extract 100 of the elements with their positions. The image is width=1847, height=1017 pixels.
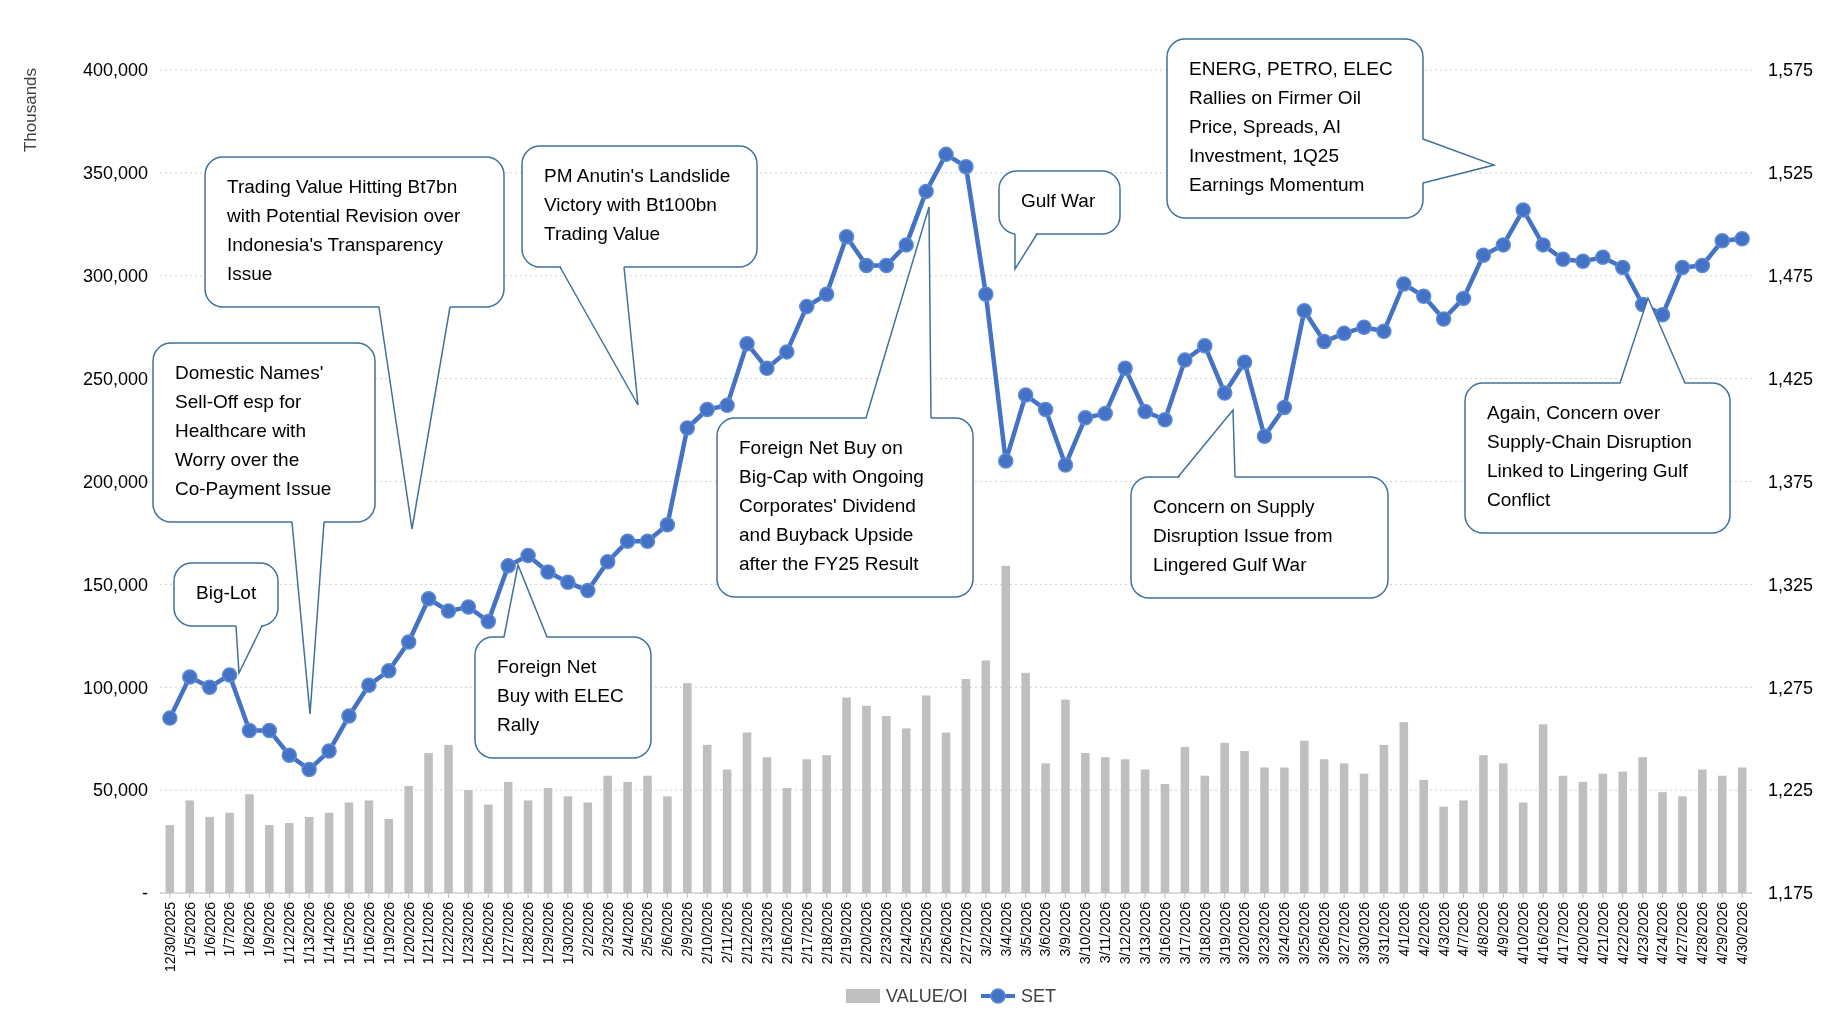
annotation: ENERG, PETRO, ELEC Rallies on Firmer Oil Price, Spreads, AI Investment, 1Q25 Earnings Momentum: [1189, 58, 1393, 195]
y2-tick-label: 1,275: [1768, 677, 1814, 698]
y2-tick-label: 1,525: [1768, 163, 1814, 184]
annotation: Concern on Supply Disruption Issue from Lingered Gulf War: [1153, 496, 1333, 575]
x-tick-label: 1/12/2026: [281, 901, 298, 965]
x-tick-label: 2/24/2026: [898, 901, 915, 965]
x-tick-label: 1/22/2026: [440, 901, 457, 965]
y-tick-label: 150,000: [82, 574, 148, 595]
x-tick-label: 2/5/2026: [639, 901, 656, 957]
x-tick-label: 4/10/2026: [1515, 901, 1532, 965]
x-tick-label: 4/30/2026: [1734, 901, 1751, 965]
x-tick-label: 3/27/2026: [1336, 901, 1352, 965]
x-tick-label: 3/5/2026: [1017, 901, 1034, 957]
x-tick-label: 1/20/2026: [400, 901, 417, 965]
x-tick-label: 3/11/2026: [1097, 901, 1114, 964]
x-tick-label: 3/4/2026: [997, 901, 1014, 957]
x-tick-label: 4/2/2026: [1415, 901, 1432, 957]
y2-tick-label: 1,175: [1768, 883, 1814, 904]
x-tick-label: 4/7/2026: [1455, 901, 1472, 957]
x-tick-label: 2/26/2026: [937, 901, 954, 965]
x-tick-label: 3/6/2026: [1037, 901, 1054, 957]
x-tick-label: 3/23/2026: [1256, 901, 1273, 965]
x-tick-label: 4/16/2026: [1535, 901, 1552, 965]
x-tick-label: 2/2/2026: [579, 901, 596, 957]
x-tick-label: 2/25/2026: [918, 901, 935, 965]
x-tick-label: 2/16/2026: [778, 901, 795, 965]
annotation: Big-Lot: [196, 582, 257, 603]
x-tick-label: 4/9/2026: [1495, 901, 1512, 957]
y2-tick-label: 1,425: [1768, 368, 1814, 389]
x-tick-label: 4/3/2026: [1435, 901, 1452, 957]
legend-label: VALUE/OI: [886, 986, 968, 1007]
x-tick-label: 1/9/2026: [261, 901, 278, 957]
x-tick-label: 4/27/2026: [1674, 901, 1691, 965]
y2-tick-label: 1,475: [1768, 266, 1814, 287]
x-tick-label: 2/11/2026: [719, 901, 736, 964]
x-tick-label: 1/5/2026: [181, 901, 198, 957]
x-tick-label: 1/19/2026: [380, 901, 397, 965]
x-tick-label: 3/12/2026: [1117, 901, 1134, 965]
x-tick-label: 2/6/2026: [659, 901, 676, 957]
x-tick-label: 1/7/2026: [221, 901, 238, 957]
x-tick-label: 1/13/2026: [301, 901, 318, 965]
annotation: Trading Value Hitting Bt7bn with Potential Revision over Indonesia's Transparency Issue: [226, 176, 462, 284]
x-tick-label: 1/29/2026: [539, 901, 556, 965]
x-tick-label: 3/20/2026: [1236, 901, 1253, 965]
x-tick-label: 1/27/2026: [500, 901, 517, 965]
x-tick-label: 1/14/2026: [320, 901, 337, 965]
y2-tick-label: 1,375: [1768, 471, 1814, 492]
x-tick-label: 3/24/2026: [1276, 901, 1293, 965]
y-tick-label: 200,000: [82, 471, 148, 492]
y-axis-title: Thousands: [21, 67, 40, 153]
x-tick-label: 2/19/2026: [838, 901, 855, 965]
annotation: Foreign Net Buy with ELEC Rally: [497, 656, 624, 735]
x-tick-label: 1/8/2026: [241, 901, 258, 957]
annotation: Foreign Net Buy on Big-Cap with Ongoing Corporates' Dividend and Buyback Upside after the FY25 Result: [739, 437, 924, 574]
annotation: PM Anutin's Landslide Victory with Bt100bn Trading Value: [544, 165, 731, 244]
x-tick-label: 2/18/2026: [818, 901, 835, 965]
x-tick-label: 4/24/2026: [1654, 901, 1671, 965]
x-tick-label: 1/28/2026: [520, 901, 536, 965]
x-tick-label: 2/4/2026: [619, 901, 636, 957]
x-tick-label: 4/8/2026: [1475, 901, 1492, 957]
x-tick-label: 3/31/2026: [1375, 901, 1392, 965]
x-tick-label: 2/12/2026: [738, 901, 755, 965]
y-tick-label: 400,000: [82, 60, 148, 81]
y-tick-label: 250,000: [82, 368, 148, 389]
x-tick-label: 2/13/2026: [758, 901, 775, 965]
annotation: Domestic Names' Sell-Off esp for Healthcare with Worry over the Co-Payment Issue: [175, 362, 332, 499]
x-tick-label: 3/19/2026: [1216, 901, 1233, 965]
x-tick-label: 4/23/2026: [1634, 901, 1651, 965]
x-tick-label: 3/2/2026: [977, 901, 994, 957]
x-tick-label: 2/27/2026: [957, 901, 974, 965]
x-tick-label: 3/25/2026: [1296, 901, 1313, 965]
x-tick-label: 3/16/2026: [1156, 901, 1173, 965]
y-tick-label: 50,000: [92, 780, 148, 801]
x-tick-label: 2/23/2026: [878, 901, 895, 965]
x-tick-label: 4/20/2026: [1574, 901, 1591, 965]
x-tick-label: 4/21/2026: [1594, 901, 1611, 965]
x-tick-label: 4/1/2026: [1395, 901, 1412, 957]
x-tick-label: 3/18/2026: [1196, 901, 1213, 965]
x-tick-label: 1/26/2026: [480, 901, 497, 965]
x-tick-label: 2/17/2026: [798, 901, 815, 965]
x-tick-label: 3/26/2026: [1316, 901, 1333, 965]
x-tick-label: 1/21/2026: [420, 901, 437, 965]
x-tick-label: 2/20/2026: [858, 901, 875, 965]
x-tick-label: 3/17/2026: [1176, 901, 1193, 965]
x-tick-label: 1/30/2026: [559, 901, 576, 965]
x-tick-label: 1/15/2026: [340, 901, 357, 965]
y-tick-label: -: [142, 883, 148, 904]
x-tick-label: 4/29/2026: [1714, 901, 1731, 965]
x-tick-label: 2/3/2026: [599, 901, 616, 957]
annotation: Gulf War: [1021, 190, 1096, 211]
x-tick-label: 1/23/2026: [460, 901, 477, 965]
y2-tick-label: 1,575: [1768, 60, 1814, 81]
x-tick-label: 2/9/2026: [679, 901, 696, 957]
y2-tick-label: 1,325: [1768, 574, 1814, 595]
y-tick-label: 300,000: [82, 266, 148, 287]
y-tick-label: 350,000: [82, 163, 148, 184]
legend-label: SET: [1021, 986, 1057, 1007]
annotation: Again, Concern over Supply-Chain Disruption Linked to Lingering Gulf Conflict: [1487, 402, 1692, 510]
x-tick-label: 4/17/2026: [1554, 901, 1571, 965]
x-tick-label: 2/10/2026: [699, 901, 716, 965]
